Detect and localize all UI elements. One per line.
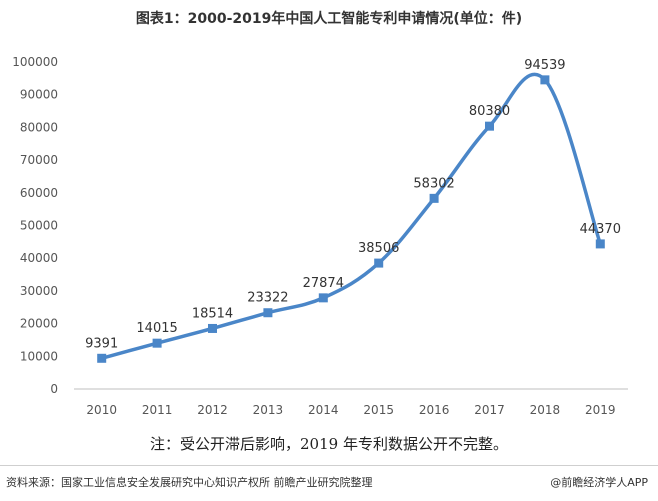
series-line bbox=[99, 72, 603, 361]
y-tick-label: 70000 bbox=[20, 153, 58, 167]
y-tick-label: 30000 bbox=[20, 284, 58, 298]
x-axis-ticks: 2010 2011 2012 2013 2014 2015 2016 2017 2018 2019 bbox=[86, 403, 615, 417]
y-tick-label: 90000 bbox=[20, 88, 58, 102]
x-tick-label: 2011 bbox=[142, 403, 173, 417]
y-tick-label: 100000 bbox=[12, 55, 58, 69]
data-label: 80380 bbox=[469, 104, 510, 119]
data-point-marker bbox=[152, 338, 162, 348]
x-tick-label: 2012 bbox=[197, 403, 228, 417]
data-label: 58302 bbox=[413, 176, 454, 191]
brand-text: @前瞻经济学人APP bbox=[550, 476, 648, 489]
data-point-marker bbox=[263, 308, 273, 318]
x-tick-label: 2013 bbox=[253, 403, 284, 417]
y-tick-label: 80000 bbox=[20, 120, 58, 134]
data-label: 14015 bbox=[136, 321, 177, 336]
x-tick-label: 2015 bbox=[363, 403, 394, 417]
data-labels: 9391 14015 18514 23322 27874 38506 58302 80380 9… bbox=[85, 58, 621, 351]
x-tick-label: 2010 bbox=[86, 403, 117, 417]
data-label: 9391 bbox=[85, 336, 118, 351]
data-label: 23322 bbox=[247, 291, 288, 306]
data-point-marker bbox=[485, 121, 494, 131]
data-point-marker bbox=[429, 193, 439, 203]
data-label: 44370 bbox=[580, 222, 621, 237]
data-label: 27874 bbox=[303, 276, 344, 291]
y-tick-label: 50000 bbox=[20, 219, 58, 233]
footer-divider bbox=[0, 465, 658, 466]
data-point-marker bbox=[374, 258, 384, 268]
data-point-marker bbox=[318, 293, 328, 303]
y-tick-label: 40000 bbox=[20, 251, 58, 265]
data-label: 18514 bbox=[192, 306, 233, 321]
data-point-marker bbox=[540, 75, 550, 85]
x-tick-label: 2016 bbox=[419, 403, 450, 417]
y-tick-label: 0 bbox=[50, 382, 58, 396]
y-tick-label: 60000 bbox=[20, 186, 58, 200]
data-point-marker bbox=[595, 239, 605, 249]
y-tick-label: 20000 bbox=[20, 317, 58, 331]
chart-title: 图表1：2000-2019年中国人工智能专利申请情况(单位：件) bbox=[135, 11, 523, 27]
data-label: 94539 bbox=[524, 58, 565, 73]
footnote: 注：受公开滞后影响，2019 年专利数据公开不完整。 bbox=[150, 435, 508, 453]
y-tick-label: 10000 bbox=[20, 349, 58, 363]
data-label: 38506 bbox=[358, 241, 399, 256]
y-axis-ticks: 0 10000 20000 30000 40000 50000 60000 70000 8000… bbox=[12, 55, 58, 396]
x-tick-label: 2019 bbox=[585, 403, 616, 417]
series-markers bbox=[97, 75, 605, 363]
x-tick-label: 2014 bbox=[308, 403, 339, 417]
data-point-marker bbox=[97, 353, 107, 363]
data-point-marker bbox=[208, 323, 217, 333]
x-tick-label: 2018 bbox=[530, 403, 561, 417]
source-text: 资料来源：国家工业信息安全发展研究中心知识产权所 前瞻产业研究院整理 bbox=[6, 476, 373, 489]
x-tick-label: 2017 bbox=[474, 403, 505, 417]
